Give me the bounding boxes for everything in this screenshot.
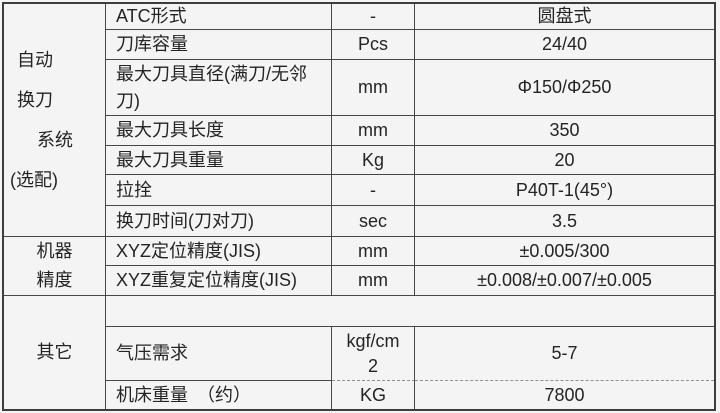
category-cell-auto-tool-change: 自动 换刀 系统 (选配) (4, 4, 106, 237)
unit-cell-machine-weight: KG (332, 381, 415, 409)
item-cell-atc-type: ATC形式 (106, 4, 332, 30)
unit-cell-air-pressure: kgf/cm 2 (332, 327, 415, 381)
unit-cell-pull-stud: - (332, 175, 415, 206)
item-cell-max-tool-length: 最大刀具长度 (106, 116, 332, 146)
category-line: 精度 (36, 270, 73, 290)
item-cell-tool-change-time: 换刀时间(刀对刀) (106, 206, 332, 237)
value-cell-max-tool-weight: 20 (415, 146, 714, 175)
unit-line: 2 (367, 355, 378, 376)
unit-cell-tool-change-time: sec (332, 206, 415, 237)
value-cell-air-pressure: 5-7 (415, 327, 714, 381)
value-cell-max-tool-length: 350 (415, 116, 714, 146)
unit-line: kgf/cm (346, 330, 400, 351)
category-cell-machine-accuracy: 机器 精度 (4, 237, 106, 296)
category-line: 自动 (17, 50, 53, 70)
unit-cell-atc-type: - (332, 4, 415, 30)
unit-cell-max-tool-length: mm (332, 116, 415, 146)
unit-cell-xyz-positioning-accuracy: mm (332, 237, 415, 266)
item-cell-air-pressure: 气压需求 (106, 327, 332, 381)
category-line: 机器 (36, 241, 73, 261)
item-line: 最大刀具直径(满刀/无邻 (116, 63, 307, 84)
value-cell-pull-stud: P40T-1(45°) (415, 175, 714, 206)
value-cell-atc-type: 圆盘式 (415, 4, 714, 30)
value-cell-max-tool-diameter: Φ150/Φ250 (415, 60, 714, 116)
category-line: 换刀 (17, 90, 53, 110)
item-cell-xyz-positioning-accuracy: XYZ定位精度(JIS) (106, 237, 332, 266)
item-cell-magazine-capacity: 刀库容量 (106, 30, 332, 60)
unit-cell-magazine-capacity: Pcs (332, 30, 415, 60)
empty-row-cell (106, 296, 714, 327)
category-line: (选配) (10, 170, 58, 190)
value-cell-tool-change-time: 3.5 (415, 206, 714, 237)
value-cell-magazine-capacity: 24/40 (415, 30, 714, 60)
unit-cell-max-tool-diameter: mm (332, 60, 415, 116)
value-cell-machine-weight: 7800 (544, 384, 585, 405)
unit-cell-max-tool-weight: Kg (332, 146, 415, 175)
category-line: 其它 (36, 342, 73, 362)
category-cell-other: 其它 (4, 296, 106, 409)
item-cell-max-tool-diameter: 最大刀具直径(满刀/无邻 刀) (106, 60, 332, 116)
item-cell-max-tool-weight: 最大刀具重量 (106, 146, 332, 175)
category-line: 系统 (37, 130, 73, 150)
item-cell-pull-stud: 拉拴 (106, 175, 332, 206)
item-cell-xyz-repeat-accuracy: XYZ重复定位精度(JIS) (106, 266, 332, 296)
value-cell-xyz-repeat-accuracy: ±0.008/±0.007/±0.005 (415, 266, 714, 296)
item-line: 刀) (116, 90, 140, 111)
unit-cell-xyz-repeat-accuracy: mm (332, 266, 415, 296)
item-cell-machine-weight: 机床重量 （约） (106, 381, 332, 409)
value-cell-xyz-positioning-accuracy: ±0.005/300 (415, 237, 714, 266)
